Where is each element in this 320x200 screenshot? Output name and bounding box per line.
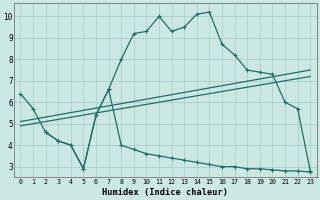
X-axis label: Humidex (Indice chaleur): Humidex (Indice chaleur) [102, 188, 228, 197]
